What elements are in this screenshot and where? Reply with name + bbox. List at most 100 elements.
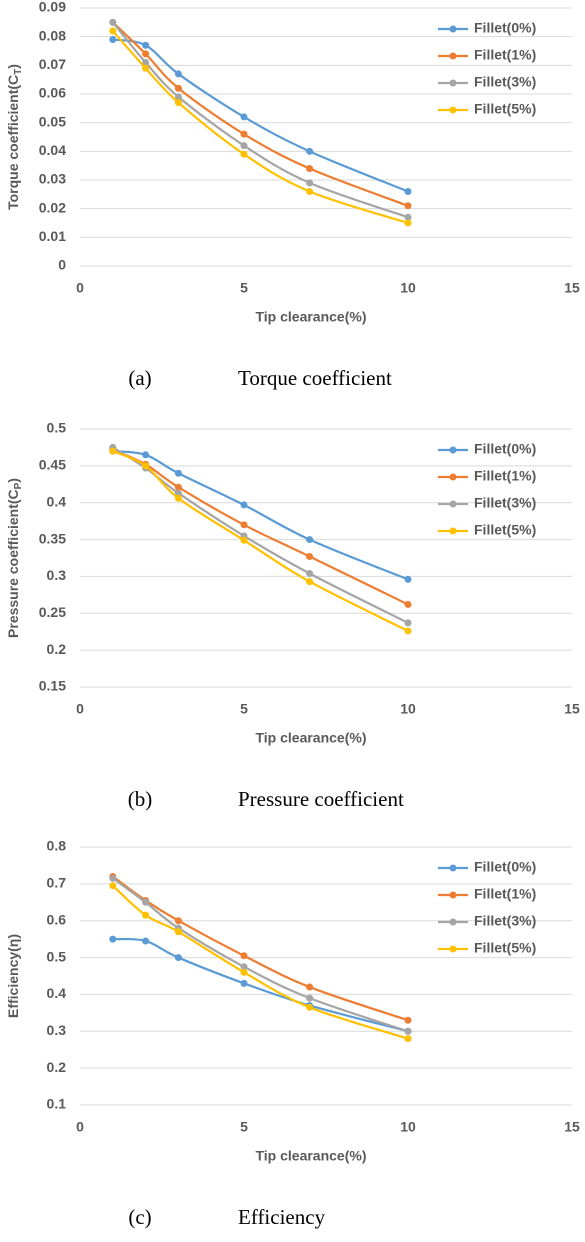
- x-tick-label: 15: [564, 280, 580, 296]
- point: [109, 874, 117, 882]
- point: [306, 553, 314, 561]
- point: [306, 179, 314, 187]
- y-axis-label-end: ): [5, 64, 21, 69]
- y-axis-label-main: Pressure coefficient(C: [5, 489, 21, 638]
- point: [306, 165, 314, 173]
- point: [174, 954, 182, 962]
- y-tick-label: 0.6: [47, 911, 67, 927]
- point: [142, 41, 150, 49]
- legend-label: Fillet(5%): [474, 101, 536, 117]
- y-tick-label: 0.05: [39, 113, 66, 129]
- y-tick-label: 0.4: [47, 985, 67, 1001]
- x-tick-label: 15: [564, 1119, 580, 1135]
- y-tick-label: 0.7: [47, 875, 67, 891]
- legend-marker: [449, 945, 457, 953]
- legend-label: Fillet(5%): [474, 522, 536, 538]
- legend-marker: [449, 918, 457, 926]
- y-axis-label-sub: T: [13, 69, 24, 75]
- series-line: [112, 448, 409, 606]
- point: [240, 963, 248, 971]
- point: [240, 113, 248, 121]
- point: [142, 898, 150, 906]
- caption-label: (a): [128, 366, 151, 390]
- point: [240, 501, 248, 509]
- x-tick-label: 10: [400, 701, 416, 717]
- legend-marker: [449, 864, 457, 872]
- y-tick-label: 0.02: [39, 199, 66, 215]
- legend-marker: [449, 79, 457, 87]
- point: [142, 451, 150, 459]
- x-tick-label: 10: [400, 1119, 416, 1135]
- point: [404, 219, 412, 227]
- point: [142, 50, 150, 58]
- y-tick-label: 0.5: [47, 420, 67, 436]
- y-axis-label-end: ): [5, 478, 21, 483]
- point: [174, 928, 182, 936]
- y-tick-label: 0.2: [47, 1059, 67, 1075]
- y-axis-label-main: Torque coefficient(C: [5, 75, 21, 210]
- series-line: [112, 877, 409, 1033]
- y-axis-label: Torque coefficient(CT): [5, 64, 24, 210]
- point: [240, 979, 248, 987]
- point: [306, 994, 314, 1002]
- series-line: [112, 450, 409, 632]
- y-tick-label: 0.08: [39, 27, 66, 43]
- series-line: [112, 450, 409, 581]
- point: [142, 911, 150, 919]
- point: [404, 600, 412, 608]
- caption: Efficiency: [238, 1205, 326, 1229]
- point: [174, 494, 182, 502]
- point: [109, 36, 117, 44]
- point: [404, 202, 412, 210]
- point: [240, 150, 248, 158]
- point: [306, 147, 314, 155]
- series-line: [112, 875, 409, 1022]
- x-axis-label: Tip clearance(%): [255, 309, 366, 325]
- legend-marker: [449, 25, 457, 33]
- point: [174, 70, 182, 78]
- legend-marker: [449, 52, 457, 60]
- legend-marker: [449, 106, 457, 114]
- x-tick-label: 0: [76, 701, 84, 717]
- point: [174, 84, 182, 92]
- y-tick-label: 0.1: [47, 1096, 67, 1112]
- y-tick-label: 0.8: [47, 838, 67, 854]
- y-tick-label: 0.25: [39, 604, 66, 620]
- y-tick-label: 0.3: [47, 567, 67, 583]
- legend-label: Fillet(3%): [474, 74, 536, 90]
- point: [240, 142, 248, 150]
- series-line: [111, 21, 409, 219]
- y-axis-label-main: Efficiency(η): [5, 934, 21, 1018]
- point: [404, 575, 412, 583]
- series-line: [112, 446, 409, 624]
- y-tick-label: 0.15: [39, 678, 66, 694]
- legend-label: Fillet(1%): [474, 886, 536, 902]
- point: [404, 1035, 412, 1043]
- point: [109, 935, 117, 943]
- point: [240, 952, 248, 960]
- x-axis-label: Tip clearance(%): [255, 1148, 366, 1164]
- point: [404, 627, 412, 635]
- point: [174, 483, 182, 491]
- point: [306, 578, 314, 586]
- point: [404, 619, 412, 627]
- y-tick-label: 0.4: [47, 493, 67, 509]
- series-line: [112, 38, 409, 193]
- x-tick-label: 0: [76, 1119, 84, 1135]
- x-tick-label: 5: [240, 280, 248, 296]
- legend-label: Fillet(1%): [474, 47, 536, 63]
- legend-marker: [449, 473, 457, 481]
- legend-label: Fillet(0%): [474, 859, 536, 875]
- point: [306, 1003, 314, 1011]
- x-tick-label: 0: [76, 280, 84, 296]
- point: [174, 93, 182, 101]
- y-tick-label: 0.3: [47, 1022, 67, 1038]
- x-tick-label: 10: [400, 280, 416, 296]
- series-line: [112, 21, 409, 207]
- point: [306, 983, 314, 991]
- caption-label: (b): [128, 787, 153, 811]
- legend-label: Fillet(0%): [474, 20, 536, 36]
- point: [174, 917, 182, 925]
- caption: Pressure coefficient: [238, 787, 404, 811]
- point: [240, 130, 248, 138]
